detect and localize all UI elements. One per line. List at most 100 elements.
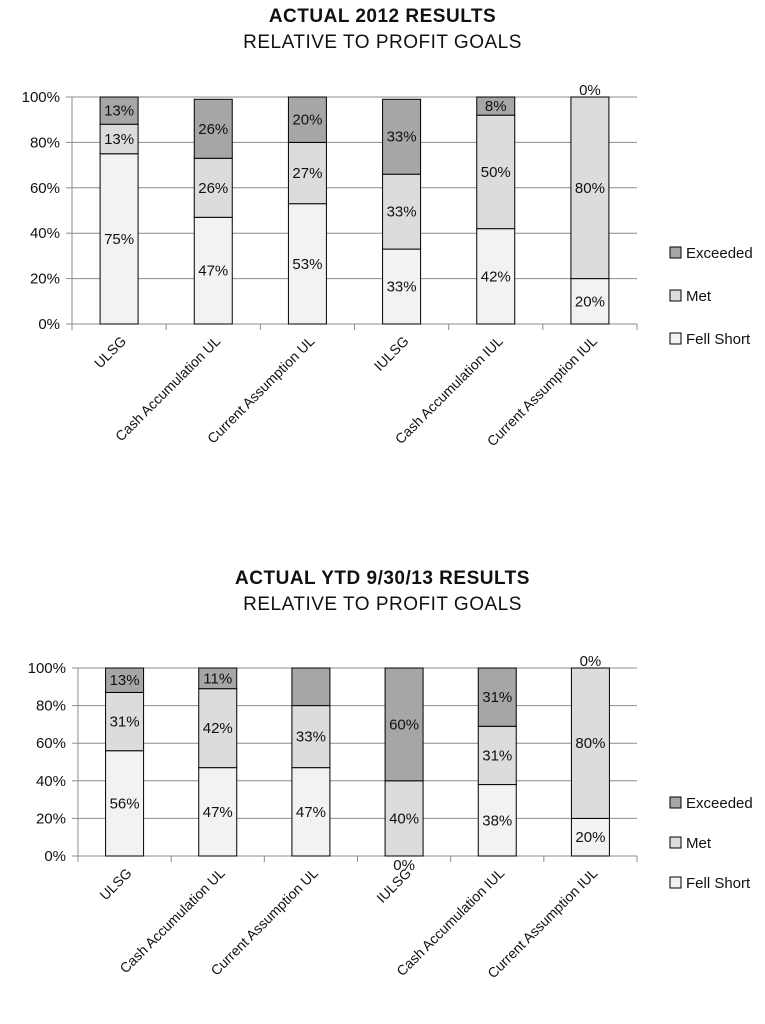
y-tick-label: 20% <box>36 810 66 827</box>
bar-segment <box>477 784 517 857</box>
bar-segment <box>291 705 331 769</box>
data-label: 20% <box>292 112 322 129</box>
data-label: 11% <box>203 670 232 687</box>
data-label: 0% <box>393 857 415 874</box>
chart-title-block: ACTUAL YTD 9/30/13 RESULTS RELATIVE TO P… <box>0 568 765 616</box>
data-label: 75% <box>104 231 134 248</box>
legend-swatch <box>669 796 682 809</box>
data-label: 13% <box>104 131 134 148</box>
legend-label: Met <box>686 835 712 852</box>
bar-segment <box>105 750 145 857</box>
chart-subtitle: RELATIVE TO PROFIT GOALS <box>243 32 522 53</box>
bar-segment <box>476 228 516 325</box>
chart-plot: 0% 20% 40% 60% 80% 100% 56% 31% 13% ULSG 47% 42% 11%… <box>28 653 753 982</box>
data-label: 47% <box>198 263 228 280</box>
bar-segment <box>384 667 424 782</box>
data-label: 20% <box>575 829 605 846</box>
bar-segment <box>291 767 331 857</box>
x-tick-label: Current Assumption UL <box>207 865 321 979</box>
x-tick-label: Cash Accumulation IUL <box>393 865 507 979</box>
y-tick-label: 0% <box>44 848 66 865</box>
data-label: 0% <box>579 82 601 99</box>
chart-title-block: ACTUAL 2012 RESULTS RELATIVE TO PROFIT G… <box>0 6 765 54</box>
data-label: 40% <box>389 810 419 827</box>
bar-segment <box>477 667 517 727</box>
bar-segment <box>198 688 238 769</box>
bar-segment <box>105 691 145 752</box>
data-label: 31% <box>482 689 512 706</box>
data-label: 38% <box>482 812 512 829</box>
y-tick-label: 40% <box>30 225 60 242</box>
bar-segment <box>99 153 139 325</box>
legend-label: Fell Short <box>686 875 751 892</box>
data-label: 31% <box>482 747 512 764</box>
y-tick-label: 100% <box>28 660 66 677</box>
data-label: 0% <box>580 653 602 670</box>
bar-segment <box>384 780 424 857</box>
data-label: 26% <box>198 121 228 138</box>
data-label: 13% <box>104 103 134 120</box>
data-label: 47% <box>296 804 326 821</box>
data-label: 33% <box>387 279 417 296</box>
bar-segment <box>570 278 610 325</box>
y-tick-label: 100% <box>22 89 60 106</box>
bar-segment <box>382 248 422 325</box>
y-tick-label: 60% <box>30 180 60 197</box>
x-tick-label: Current Assumption UL <box>204 333 318 447</box>
x-tick-label: Cash Accumulation IUL <box>392 333 506 447</box>
bar-segment <box>287 96 327 143</box>
data-label: 26% <box>198 180 228 197</box>
bar-segment <box>99 96 139 125</box>
data-label: 33% <box>387 204 417 221</box>
chart-title: ACTUAL 2012 RESULTS <box>268 6 497 27</box>
chart-2012: ACTUAL 2012 RESULTS RELATIVE TO PROFIT G… <box>0 6 765 450</box>
bar-segment <box>291 667 331 707</box>
y-tick-label: 80% <box>30 134 60 151</box>
data-label: 42% <box>203 720 233 737</box>
x-tick-label: Current Assumption IUL <box>484 865 601 982</box>
data-label: 42% <box>481 268 511 285</box>
bar-segment <box>570 817 610 857</box>
legend-swatch <box>669 246 682 259</box>
data-label: 50% <box>481 164 511 181</box>
chart-plot: 0% 20% 40% 60% 80% 100% 75% 13% 13% ULSG 47% 26% 26%… <box>22 82 753 450</box>
y-tick-label: 80% <box>36 698 66 715</box>
data-label: 20% <box>575 293 605 310</box>
data-label: 33% <box>387 129 417 146</box>
legend-swatch <box>669 876 682 889</box>
y-tick-label: 20% <box>30 271 60 288</box>
data-label: 56% <box>110 795 140 812</box>
data-label: 8% <box>485 98 507 115</box>
chart-subtitle: RELATIVE TO PROFIT GOALS <box>243 594 522 615</box>
x-tick-label: IULSG <box>371 333 412 374</box>
bar-segment <box>193 98 233 159</box>
data-label: 80% <box>575 735 605 752</box>
bar-segment <box>570 667 610 819</box>
data-label: 31% <box>110 714 140 731</box>
x-tick-label: Current Assumption IUL <box>484 333 601 450</box>
bar-segment <box>477 725 517 786</box>
bar-segment <box>193 216 233 325</box>
data-label: 53% <box>292 256 322 273</box>
data-label: 33% <box>296 729 326 746</box>
y-tick-label: 60% <box>36 735 66 752</box>
bar-segment <box>287 203 327 325</box>
bar-segment <box>198 767 238 857</box>
bar-segment <box>198 667 238 690</box>
legend-swatch <box>669 332 682 345</box>
legend-swatch <box>669 836 682 849</box>
chart-title: ACTUAL YTD 9/30/13 RESULTS <box>235 568 530 589</box>
chart-ytd-2013: ACTUAL YTD 9/30/13 RESULTS RELATIVE TO P… <box>0 568 765 1024</box>
bar-segment <box>476 96 516 116</box>
legend-label: Exceeded <box>686 795 753 812</box>
bar-segment <box>382 98 422 175</box>
legend-label: Exceeded <box>686 245 753 262</box>
legend-swatch <box>669 289 682 302</box>
x-tick-label: ULSG <box>96 865 134 903</box>
bar-segment <box>382 173 422 250</box>
bar-segment <box>105 667 145 693</box>
data-label: 27% <box>292 165 322 182</box>
x-tick-label: ULSG <box>91 333 129 371</box>
legend-label: Fell Short <box>686 331 751 348</box>
data-label: 60% <box>389 716 419 733</box>
